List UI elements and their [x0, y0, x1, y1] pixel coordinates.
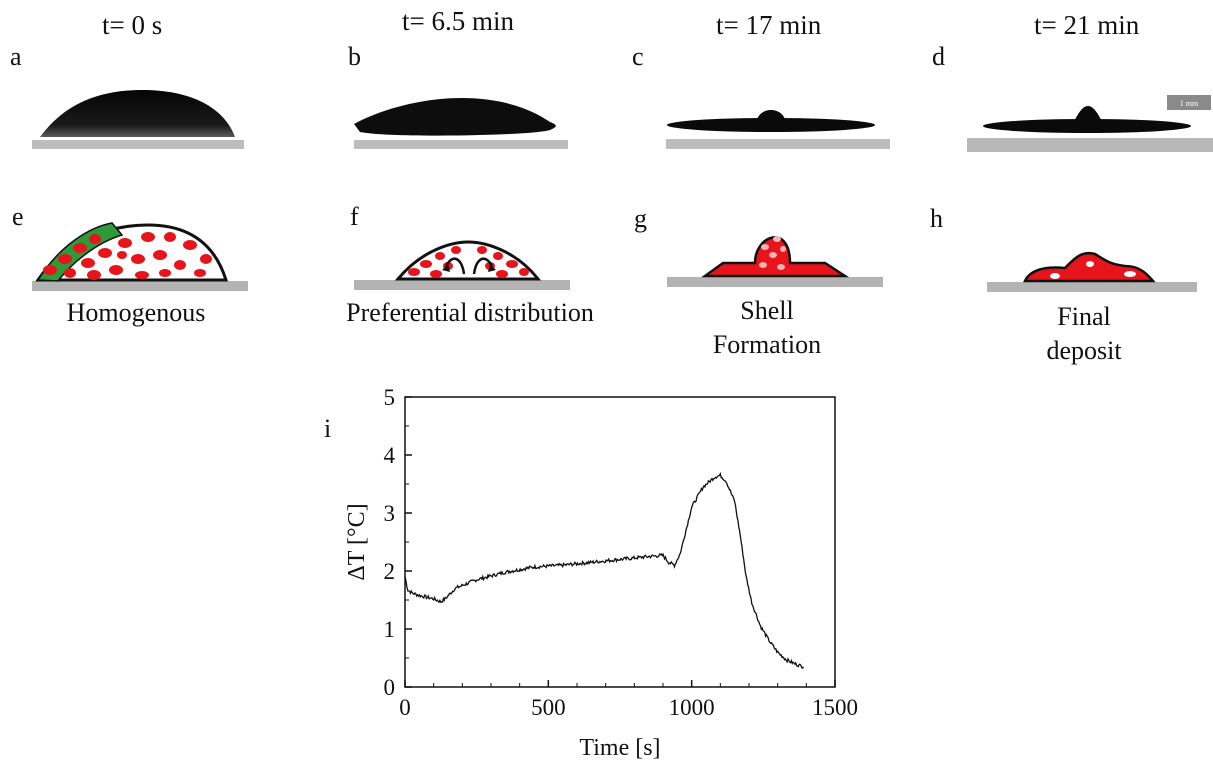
- y-tick-label: 1: [384, 617, 396, 642]
- panel-letter-d: d: [932, 42, 945, 71]
- panel-b-time: t= 6.5 min: [402, 6, 514, 36]
- panel-letter-g: g: [634, 204, 647, 233]
- schematic-homogenous: [32, 222, 248, 291]
- x-tick-label: 0: [399, 695, 411, 720]
- y-tick-label: 5: [384, 385, 396, 410]
- y-axis-label: ΔT [°C]: [344, 503, 370, 580]
- temperature-chart: i 0 1 2 3 4 5 0 500 1000 1500 ΔT [°C] Time [s]: [324, 385, 858, 761]
- panel-letter-h: h: [930, 204, 943, 233]
- panel-letter-e: e: [12, 202, 24, 231]
- y-tick-label: 2: [384, 559, 396, 584]
- schematic-shell-formation: [667, 236, 883, 287]
- y-tick-label: 4: [384, 443, 396, 468]
- x-tick-label: 1000: [669, 695, 715, 720]
- panel-letter-b: b: [348, 42, 361, 71]
- caption-homogenous: Homogenous: [66, 298, 206, 327]
- panel-c-time: t= 17 min: [716, 10, 822, 40]
- x-tick-label: 500: [531, 695, 566, 720]
- chart-panel-label: i: [324, 414, 331, 443]
- panel-letter-a: a: [10, 42, 22, 71]
- y-tick-label: 3: [384, 501, 396, 526]
- x-axis-label: Time [s]: [579, 735, 660, 761]
- droplet-photo-c: [666, 110, 890, 149]
- y-axis: 0 1 2 3 4 5: [384, 385, 412, 700]
- panel-letter-c: c: [632, 42, 644, 71]
- caption-shell-formation: Shell Formation: [712, 296, 822, 359]
- schematic-final-deposit: [987, 251, 1197, 292]
- scale-bar-label: 1 mm: [1180, 99, 1199, 108]
- x-tick-label: 1500: [812, 695, 858, 720]
- droplet-photo-a: [32, 90, 244, 149]
- caption-final-deposit: Final deposit: [1046, 302, 1122, 365]
- schematic-preferential: [354, 240, 570, 290]
- panel-d-time: t= 21 min: [1034, 10, 1140, 40]
- droplet-photo-d: 1 mm: [967, 95, 1213, 152]
- panel-letter-f: f: [350, 202, 359, 231]
- x-axis: 0 500 1000 1500: [399, 680, 858, 720]
- droplet-photo-b: [354, 98, 568, 149]
- panel-a-time: t= 0 s: [102, 10, 163, 40]
- y-tick-label: 0: [384, 675, 396, 700]
- delta-t-series-line: [404, 471, 805, 669]
- caption-preferential: Preferential distribution: [346, 298, 594, 327]
